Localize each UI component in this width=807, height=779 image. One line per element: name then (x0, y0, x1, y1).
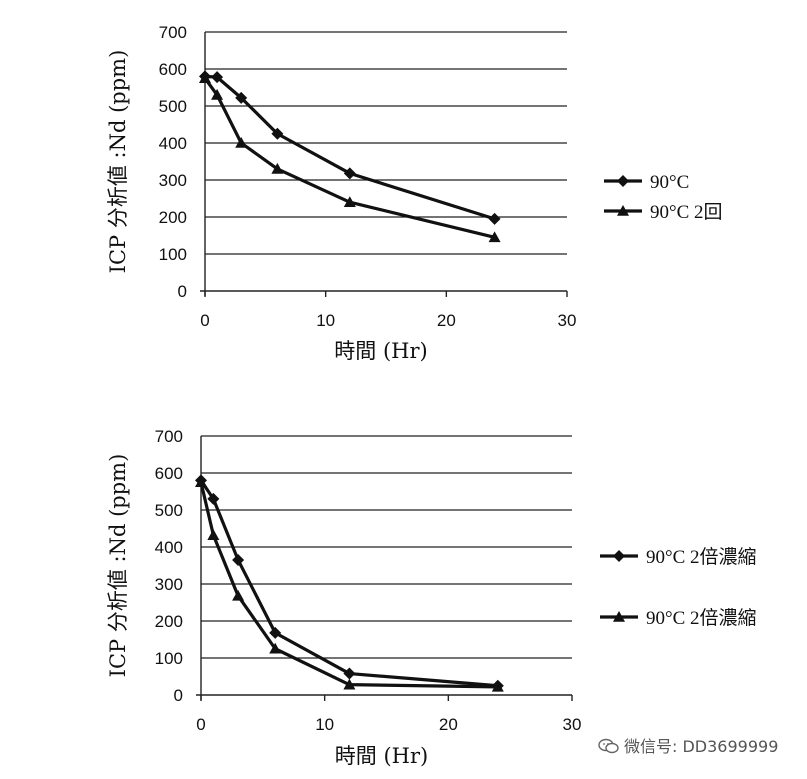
data-point-triangle (617, 205, 629, 216)
y-tick-label: 600 (155, 464, 183, 483)
legend-label: 90°C 2倍濃縮 (646, 546, 757, 568)
y-tick-label: 300 (159, 171, 187, 190)
data-point-triangle (613, 611, 625, 622)
data-point-triangle (491, 680, 504, 692)
data-point-triangle (232, 589, 245, 601)
x-tick-label: 20 (439, 715, 458, 734)
wechat-icon (598, 738, 619, 754)
y-tick-label: 200 (155, 612, 183, 631)
data-point-diamond (271, 127, 284, 140)
series-2 (195, 476, 504, 692)
chart-2: 0 100 200 300 400 500 600 700 0 10 20 30 時間 (Hr) ICP … (106, 427, 757, 768)
data-point-diamond (232, 553, 245, 566)
y-axis-title: ICP 分析値 :Nd (ppm) (106, 454, 130, 678)
y-tick-label: 200 (159, 208, 187, 227)
x-tick-label: 10 (316, 311, 335, 330)
series-1 (199, 70, 501, 225)
data-point-diamond (211, 71, 224, 84)
legend-item-1: 90°C 2倍濃縮 (600, 546, 757, 568)
watermark-text: 微信号: DD3699999 (624, 737, 779, 756)
series-2 (199, 72, 501, 243)
y-tick-label: 400 (159, 134, 187, 153)
series-line (199, 481, 498, 689)
data-point-diamond (343, 167, 356, 180)
data-point-triangle (269, 642, 282, 654)
legend-label: 90°C 2倍濃縮 (646, 607, 757, 629)
y-tick-label: 100 (155, 649, 183, 668)
data-point-triangle (235, 137, 248, 148)
series-1 (195, 474, 504, 692)
x-tick-label: 10 (315, 715, 334, 734)
data-point-triangle (211, 88, 224, 100)
series-line (203, 77, 495, 239)
y-tick-label: 500 (155, 501, 183, 520)
legend-label: 90°C (650, 172, 689, 193)
data-point-triangle (488, 231, 501, 243)
legend-label: 90°C 2回 (650, 202, 723, 223)
series-line (199, 479, 498, 688)
x-axis-title: 時間 (Hr) (334, 339, 427, 363)
x-tick-label: 30 (558, 311, 577, 330)
data-point-diamond (617, 175, 629, 187)
legend-item-2: 90°C 2倍濃縮 (600, 607, 757, 629)
data-point-triangle (207, 529, 220, 540)
x-tick-label: 20 (437, 311, 456, 330)
data-point-diamond (207, 492, 220, 505)
y-tick-label: 0 (178, 282, 187, 301)
x-tick-label: 0 (196, 715, 205, 734)
data-point-triangle (343, 678, 356, 690)
y-tick-label: 700 (159, 23, 187, 42)
y-tick-label: 600 (159, 60, 187, 79)
data-point-triangle (195, 476, 207, 488)
data-point-diamond (235, 91, 248, 104)
data-point-diamond (343, 667, 356, 680)
y-tick-label: 400 (155, 538, 183, 557)
legend-item-1: 90°C (604, 172, 689, 193)
chart-1: 0 100 200 300 400 500 600 700 0 10 20 30 時間 (Hr) ICP … (106, 23, 723, 363)
y-tick-label: 700 (155, 427, 183, 446)
x-axis-title: 時間 (Hr) (335, 744, 428, 768)
watermark: 微信号: DD3699999 (598, 733, 778, 757)
data-point-diamond (488, 212, 501, 225)
data-point-diamond (269, 626, 282, 639)
data-point-triangle (199, 72, 211, 84)
y-tick-label: 500 (159, 97, 187, 116)
y-tick-label: 100 (159, 245, 187, 264)
x-tick-label: 30 (563, 715, 582, 734)
data-point-triangle (271, 162, 284, 174)
legend-item-2: 90°C 2回 (604, 202, 723, 223)
data-point-diamond (613, 550, 625, 562)
y-axis-title: ICP 分析値 :Nd (ppm) (106, 50, 130, 274)
data-point-triangle (343, 196, 356, 207)
y-tick-label: 300 (155, 575, 183, 594)
y-tick-label: 0 (174, 686, 183, 705)
x-tick-label: 0 (200, 311, 209, 330)
